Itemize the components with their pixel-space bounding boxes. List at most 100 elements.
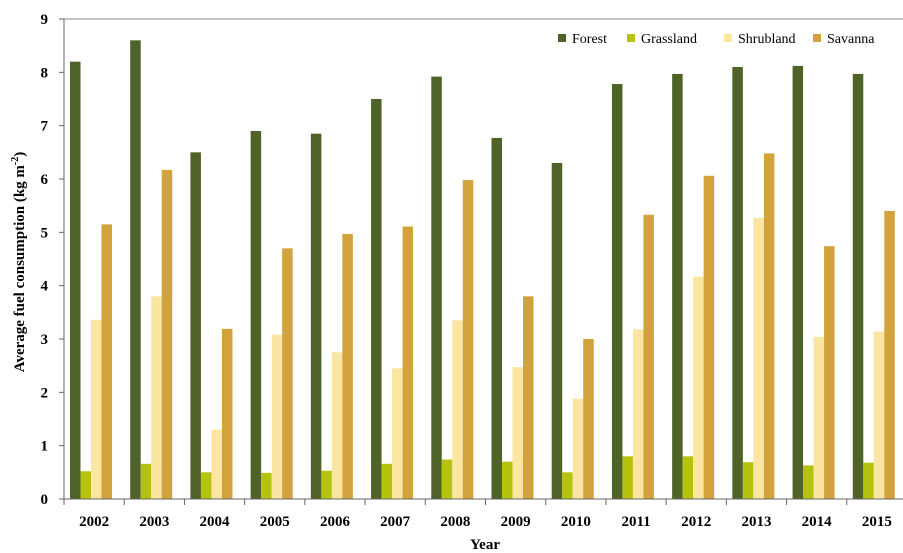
y-tick-label: 1 xyxy=(41,439,49,455)
bar-forest-2004 xyxy=(190,152,201,499)
bar-grassland-2011 xyxy=(622,456,633,499)
bar-savanna-2011 xyxy=(643,214,654,500)
bar-shrubland-2013 xyxy=(753,217,764,499)
bar-grassland-2009 xyxy=(502,461,513,499)
bar-grassland-2002 xyxy=(80,471,91,499)
bar-forest-2002 xyxy=(70,61,81,500)
y-tick-label: 2 xyxy=(41,385,49,401)
y-tick-label: 5 xyxy=(41,225,49,241)
x-tick-label-2002: 2002 xyxy=(79,514,109,530)
x-tick-label-2012: 2012 xyxy=(681,514,711,530)
legend-swatch-savanna xyxy=(813,34,821,42)
legend-label-shrubland: Shrubland xyxy=(738,32,796,47)
bar-savanna-2004 xyxy=(221,328,233,499)
y-axis-title-main: Average fuel consumption (kg m xyxy=(12,165,28,373)
bar-savanna-2008 xyxy=(462,180,474,499)
bar-grassland-2006 xyxy=(321,470,332,499)
bar-savanna-2015 xyxy=(884,211,895,499)
x-tick-label-2014: 2014 xyxy=(802,514,833,530)
bar-forest-2014 xyxy=(792,65,804,500)
bar-savanna-2013 xyxy=(763,153,775,499)
bar-forest-2006 xyxy=(310,133,322,500)
y-axis: 0 1 2 3 4 5 6 7 8 9 xyxy=(41,12,65,508)
bar-grassland-2005 xyxy=(261,472,272,499)
bar-shrubland-2015 xyxy=(873,331,885,499)
y-tick-label: 8 xyxy=(41,65,49,81)
y-tick-label: 0 xyxy=(41,492,49,508)
x-tick-label-2004: 2004 xyxy=(200,514,231,530)
bar-savanna-2002 xyxy=(101,224,112,499)
bar-shrubland-2009 xyxy=(512,367,523,499)
bar-forest-2011 xyxy=(611,84,623,499)
bar-shrubland-2006 xyxy=(331,352,343,499)
bar-forest-2010 xyxy=(551,163,563,499)
bar-grassland-2012 xyxy=(682,456,694,499)
y-tick-label: 4 xyxy=(41,279,49,295)
bar-shrubland-2003 xyxy=(151,296,162,499)
bar-forest-2015 xyxy=(852,73,864,500)
x-tick-label-2010: 2010 xyxy=(561,514,591,530)
legend-swatch-grassland xyxy=(627,34,635,42)
bar-shrubland-2004 xyxy=(211,429,222,499)
bar-grassland-2007 xyxy=(381,463,393,499)
bar-savanna-2006 xyxy=(342,233,353,499)
y-tick-label: 6 xyxy=(41,172,49,188)
bar-savanna-2005 xyxy=(282,248,293,499)
bar-savanna-2009 xyxy=(523,296,534,499)
x-tick-label-2005: 2005 xyxy=(260,514,290,530)
bar-grassland-2008 xyxy=(441,459,453,499)
x-tick-label-2006: 2006 xyxy=(320,514,351,530)
y-tick-label: 7 xyxy=(41,119,49,135)
bar-forest-2009 xyxy=(491,137,502,499)
bar-grassland-2010 xyxy=(562,472,573,499)
bar-forest-2013 xyxy=(732,67,743,499)
y-axis-title: Average fuel consumption (kg m-2) xyxy=(10,152,28,373)
legend: Forest Grassland Shrubland Savanna xyxy=(558,32,875,47)
x-tick-label-2011: 2011 xyxy=(621,514,650,530)
bar-shrubland-2014 xyxy=(813,336,825,499)
bar-forest-2012 xyxy=(672,73,683,500)
bar-grassland-2003 xyxy=(140,463,152,499)
y-axis-title-close: ) xyxy=(12,152,28,157)
bar-shrubland-2008 xyxy=(452,320,463,499)
legend-label-forest: Forest xyxy=(572,32,607,47)
bar-grassland-2015 xyxy=(863,462,874,499)
bar-forest-2005 xyxy=(250,131,262,499)
bar-forest-2007 xyxy=(371,99,382,499)
plot-border xyxy=(63,18,903,500)
bar-shrubland-2007 xyxy=(392,368,403,499)
bar-shrubland-2002 xyxy=(91,319,102,499)
x-tick-label-2015: 2015 xyxy=(862,514,892,530)
y-axis-title-superscript: -2 xyxy=(10,157,21,165)
bar-savanna-2012 xyxy=(703,175,715,500)
bar-shrubland-2011 xyxy=(632,329,644,499)
bar-savanna-2003 xyxy=(161,169,173,499)
bar-grassland-2004 xyxy=(200,472,212,499)
x-tick-label-2009: 2009 xyxy=(501,514,531,530)
bar-shrubland-2010 xyxy=(572,398,584,499)
legend-label-grassland: Grassland xyxy=(641,32,697,47)
bar-savanna-2007 xyxy=(402,226,414,499)
x-tick-label-2008: 2008 xyxy=(440,514,470,530)
legend-swatch-shrubland xyxy=(724,34,732,42)
bars-group xyxy=(70,40,895,500)
bar-forest-2003 xyxy=(130,40,141,499)
legend-label-savanna: Savanna xyxy=(827,32,875,47)
x-tick-label-2003: 2003 xyxy=(139,514,169,530)
y-tick-label: 3 xyxy=(41,332,49,348)
bar-shrubland-2012 xyxy=(693,276,704,499)
bar-shrubland-2005 xyxy=(271,334,283,499)
bar-savanna-2014 xyxy=(824,246,835,499)
bar-savanna-2010 xyxy=(583,339,594,499)
x-tick-label-2007: 2007 xyxy=(380,514,411,530)
y-tick-label: 9 xyxy=(41,12,49,28)
bar-grassland-2014 xyxy=(803,465,814,499)
plot-area xyxy=(63,18,903,500)
bar-grassland-2013 xyxy=(742,462,754,499)
x-axis: 2002 2003 2004 2005 2006 2007 2008 2009 2010 2011… xyxy=(63,498,903,530)
x-tick-label-2013: 2013 xyxy=(741,514,771,530)
bar-forest-2008 xyxy=(431,76,442,499)
x-axis-title: Year xyxy=(470,537,500,553)
legend-swatch-forest xyxy=(558,34,566,42)
